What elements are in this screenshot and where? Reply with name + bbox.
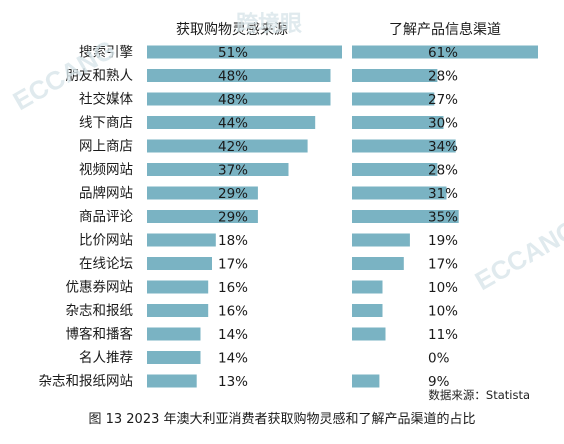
bar: [147, 304, 209, 317]
data-label: 37%: [218, 163, 248, 179]
series-title: 了解产品信息渠道: [389, 21, 501, 38]
bar: [352, 92, 435, 106]
bar: [147, 92, 331, 106]
data-label: 35%: [428, 210, 458, 226]
bar: [147, 327, 201, 341]
data-label: 34%: [428, 139, 458, 155]
bar: [352, 304, 383, 317]
category-label: 杂志和报纸: [66, 303, 134, 319]
category-label: 线下商店: [79, 115, 133, 131]
bar: [147, 139, 308, 153]
data-label: 29%: [218, 186, 248, 202]
data-label: 18%: [218, 233, 248, 249]
bar: [147, 374, 197, 388]
data-label: 27%: [428, 92, 458, 108]
category-label: 品牌网站: [79, 185, 133, 202]
bar: [352, 69, 438, 82]
figure-caption: 图 13 2023 年澳大利亚消费者获取购物灵感和了解产品渠道的占比: [88, 411, 475, 427]
category-label: 博客和播客: [66, 326, 134, 343]
bar: [352, 116, 444, 129]
bar: [352, 45, 538, 59]
bar: [352, 280, 383, 294]
series-title: 获取购物灵感来源: [176, 21, 288, 38]
category-label: 搜索引擎: [79, 45, 133, 61]
category-label: 在线论坛: [79, 256, 133, 272]
bar: [147, 69, 331, 82]
bar: [352, 210, 459, 223]
bar: [147, 233, 216, 247]
data-label: 10%: [428, 280, 458, 296]
category-label: 商品评论: [79, 209, 133, 225]
data-label: 9%: [428, 374, 450, 390]
bar: [147, 163, 289, 176]
data-label: 17%: [218, 257, 248, 273]
bar: [147, 186, 258, 200]
category-label: 视频网站: [79, 162, 133, 178]
data-label: 61%: [428, 45, 458, 61]
bar: [352, 257, 404, 270]
bar: [147, 116, 316, 129]
data-label: 29%: [218, 210, 248, 226]
source-note: 数据来源：Statista: [428, 388, 530, 402]
data-label: 19%: [428, 233, 458, 249]
category-label: 名人推荐: [79, 350, 133, 366]
category-label: 比价网站: [79, 233, 133, 249]
data-label: 13%: [218, 374, 248, 390]
bar: [352, 233, 410, 247]
data-label: 28%: [428, 163, 458, 179]
data-label: 48%: [218, 69, 248, 85]
bar: [352, 327, 386, 341]
bar: [352, 186, 447, 200]
data-label: 48%: [218, 92, 248, 108]
data-label: 17%: [428, 257, 458, 273]
data-label: 14%: [218, 327, 248, 343]
data-label: 0%: [428, 351, 450, 367]
bar: [147, 45, 342, 59]
category-label: 社交媒体: [79, 91, 133, 108]
data-label: 11%: [428, 327, 458, 343]
category-label: 优惠券网站: [66, 280, 134, 296]
data-label: 16%: [218, 280, 248, 296]
data-label: 10%: [428, 304, 458, 320]
bar: [352, 139, 456, 153]
data-label: 44%: [218, 116, 248, 132]
data-label: 51%: [218, 45, 248, 61]
bar: [147, 257, 212, 270]
data-label: 31%: [428, 186, 458, 202]
data-label: 28%: [428, 69, 458, 85]
bar: [147, 210, 258, 223]
category-label: 网上商店: [79, 139, 133, 155]
data-label: 30%: [428, 116, 458, 132]
bar: [147, 351, 201, 364]
category-label: 杂志和报纸网站: [39, 374, 134, 390]
bar: [147, 280, 209, 294]
data-label: 14%: [218, 351, 248, 367]
bar: [352, 374, 380, 388]
bar: [352, 163, 438, 176]
data-label: 16%: [218, 304, 248, 320]
data-label: 42%: [218, 139, 248, 155]
category-label: 朋友和熟人: [66, 68, 134, 84]
